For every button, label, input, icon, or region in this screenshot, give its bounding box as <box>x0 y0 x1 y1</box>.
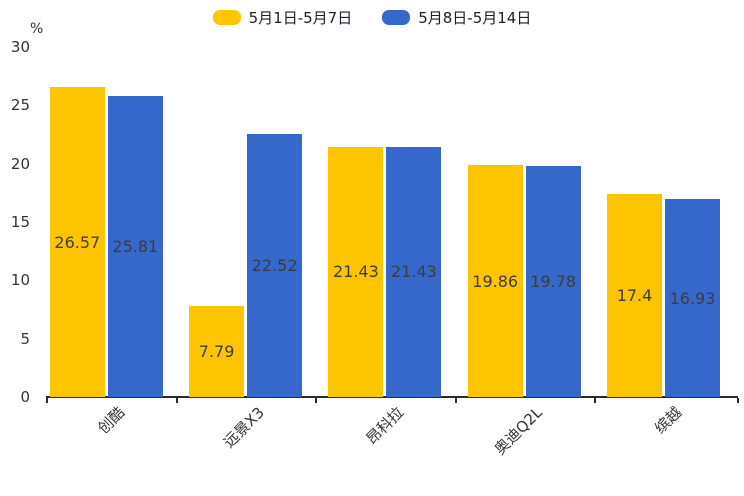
y-tick-label: 15 <box>10 213 30 231</box>
bar-value-label: 7.79 <box>198 342 235 362</box>
legend-label: 5月8日-5月14日 <box>418 9 532 27</box>
bar-s1-c1: 26.57 <box>49 87 105 397</box>
x-category-label: 缤越 <box>651 403 686 438</box>
bar-value-label: 25.81 <box>112 236 159 256</box>
y-tick-label: 25 <box>10 96 30 115</box>
bar-value-label: 22.52 <box>251 256 298 276</box>
bar-value-label: 19.86 <box>472 271 519 291</box>
x-category-label: 昂科拉 <box>362 403 408 448</box>
bar-s2-c1: 25.81 <box>107 95 163 397</box>
legend-item-series2[interactable]: 5月8日-5月14日 <box>382 7 531 28</box>
bar-value-label: 17.4 <box>616 286 653 305</box>
bar-value-label: 21.43 <box>332 262 379 282</box>
x-axis-tick <box>594 398 596 403</box>
bar-s1-c2: 7.79 <box>189 306 245 397</box>
legend: 5月1日-5月7日 5月8日-5月14日 <box>0 7 744 28</box>
y-tick-label: 5 <box>20 329 30 348</box>
legend-label: 5月1日-5月7日 <box>248 9 353 27</box>
y-tick-label: 0 <box>20 388 30 406</box>
bar-s2-c4: 19.78 <box>525 166 581 397</box>
bar-s1-c3: 21.43 <box>328 146 384 397</box>
bar-s1-c5: 17.4 <box>607 194 662 397</box>
y-tick-label: 30 <box>10 38 30 56</box>
legend-swatch-icon <box>382 10 411 25</box>
bar-s2-c5: 16.93 <box>665 199 720 397</box>
bar-value-label: 19.78 <box>530 272 577 292</box>
x-axis-line <box>46 396 738 398</box>
x-category-label: 奥迪Q2L <box>491 403 547 459</box>
legend-swatch-icon <box>212 10 241 25</box>
x-axis-tick <box>315 398 317 403</box>
y-tick-label: 10 <box>10 271 30 290</box>
x-category-label: 远景X3 <box>219 403 268 452</box>
bar-s2-c2: 22.52 <box>247 134 303 397</box>
x-axis-tick <box>46 398 48 403</box>
bar-value-label: 21.43 <box>390 262 437 282</box>
legend-item-series1[interactable]: 5月1日-5月7日 <box>212 7 353 28</box>
bar-s1-c4: 19.86 <box>467 165 523 397</box>
bar-value-label: 16.93 <box>669 288 716 308</box>
x-axis-tick <box>176 398 178 403</box>
x-axis-tick <box>737 398 739 403</box>
x-category-label: 创酷 <box>94 403 129 438</box>
bar-value-label: 26.57 <box>54 232 101 252</box>
bar-s2-c3: 21.43 <box>386 146 442 397</box>
y-axis-unit-label: % <box>30 21 44 37</box>
x-axis-tick <box>455 398 457 403</box>
y-tick-label: 20 <box>10 154 30 173</box>
